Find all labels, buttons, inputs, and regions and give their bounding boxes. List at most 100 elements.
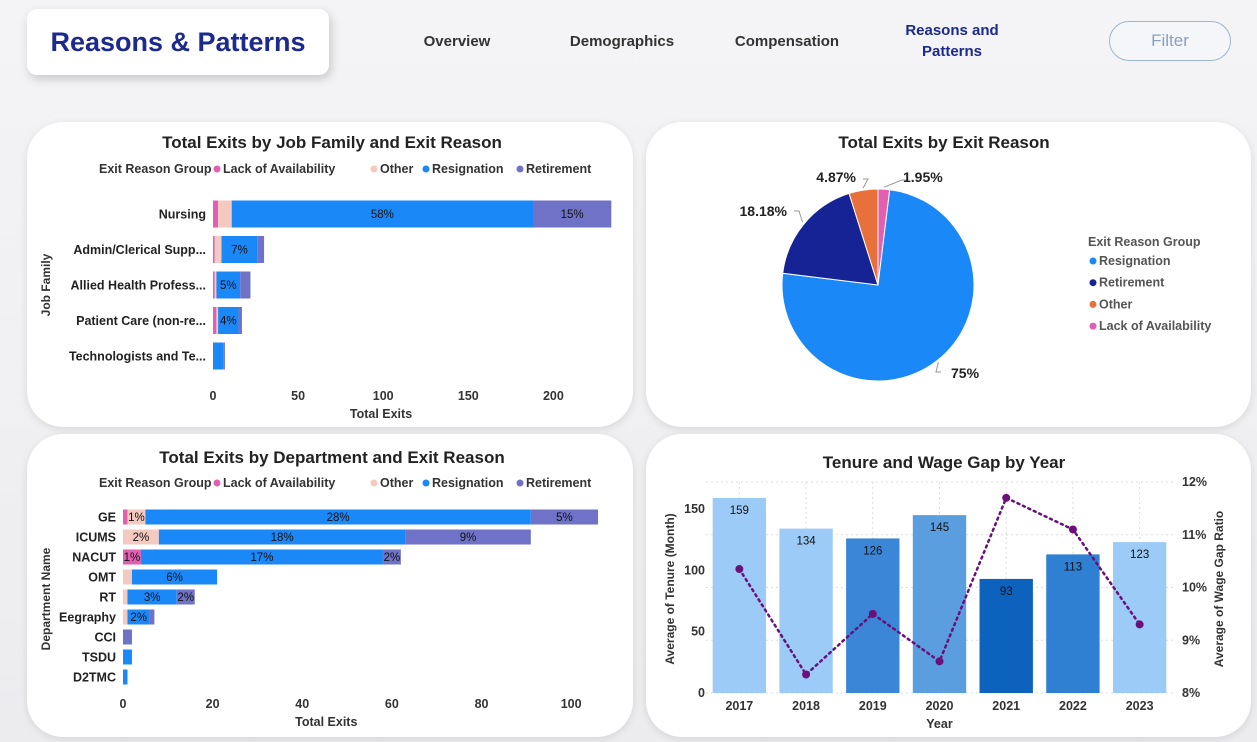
legend-item-2: Resignation (432, 476, 504, 490)
bar-segment (530, 509, 599, 525)
tenure-bar (979, 578, 1033, 693)
bar-data-label: 126 (863, 545, 882, 557)
x-axis-title: Total Exits (295, 715, 357, 729)
pie-data-label: 4.87% (816, 169, 856, 185)
legend-marker-2 (422, 165, 430, 173)
wage-gap-point (735, 565, 744, 574)
x-axis-title: Year (926, 717, 953, 731)
tenure-bar (1112, 542, 1167, 693)
x-tick-label: 0 (210, 389, 217, 403)
bar-segment (223, 342, 225, 370)
nav-reasons-line2: Patterns (921, 43, 983, 60)
legend-item-0: Lack of Availability (223, 162, 335, 176)
filter-button[interactable]: Filter (1109, 21, 1231, 61)
legend-marker-1 (1089, 279, 1097, 287)
legend-marker-2 (422, 479, 430, 487)
category-label: ICUMS (76, 531, 116, 545)
bar-segment (176, 589, 195, 605)
bar-segment (213, 342, 224, 370)
chart-tenure-wage: Tenure and Wage Gap by Year 0 50 100 150 Aver… (663, 453, 1226, 731)
category-label: Technologists and Te... (69, 350, 206, 364)
pie-leader-line (862, 178, 869, 189)
nav-reasons-and-patterns[interactable]: Reasons and Patterns (887, 20, 1017, 62)
data-label: 2% (130, 612, 147, 624)
y2-tick-label: 9% (1182, 633, 1200, 647)
bar-segment (149, 609, 155, 625)
bar-segment (127, 589, 177, 605)
bar-segment (214, 236, 222, 263)
bar-segment (123, 569, 132, 585)
nav-demographics[interactable]: Demographics (569, 33, 675, 50)
wage-gap-point (935, 657, 944, 666)
legend-marker-1 (370, 479, 378, 487)
legend-item-0: Resignation (1099, 254, 1171, 268)
data-label: 6% (166, 572, 183, 584)
bar-segment (533, 200, 612, 228)
legend-marker-1 (370, 165, 378, 173)
data-label: 5% (220, 280, 237, 292)
category-label: OMT (88, 571, 116, 585)
page-title: Reasons & Patterns (50, 26, 306, 57)
y2-tick-label: 12% (1182, 475, 1207, 489)
data-label: 4% (220, 316, 237, 328)
bar-segment (123, 629, 132, 645)
panel-tenure-wage: Tenure and Wage Gap by Year 0 50 100 150 Aver… (646, 434, 1251, 737)
bar-data-label: 123 (1130, 549, 1149, 561)
wage-gap-point (1068, 525, 1077, 534)
data-label: 17% (250, 552, 273, 564)
x-tick-label: 2023 (1126, 699, 1154, 713)
chart-title: Total Exits by Department and Exit Reaso… (159, 448, 504, 467)
y-axis-title: Department Name (39, 547, 53, 650)
bar-segment (216, 307, 219, 334)
bar-segment (238, 307, 242, 334)
x-tick-label: 2017 (725, 699, 753, 713)
pie-leader-line (935, 362, 941, 373)
data-label: 18% (271, 532, 294, 544)
bar-data-label: 159 (730, 505, 749, 517)
chart-department: Total Exits by Department and Exit Reaso… (39, 448, 599, 729)
x-tick-label: 50 (291, 389, 305, 403)
category-label: Eegraphy (59, 611, 116, 625)
bar-segment (240, 271, 251, 299)
data-label: 1% (128, 512, 145, 524)
pie-slice (782, 192, 879, 286)
category-label: GE (98, 511, 116, 525)
nav-compensation[interactable]: Compensation (734, 33, 840, 50)
chart-title: Tenure and Wage Gap by Year (823, 453, 1066, 472)
x-tick-label: 100 (373, 389, 394, 403)
tenure-bar (712, 497, 767, 693)
wage-gap-point (802, 670, 811, 679)
data-label: 28% (327, 512, 350, 524)
chart-title: Total Exits by Job Family and Exit Reaso… (162, 133, 502, 152)
pie-leader-line (794, 210, 804, 223)
bar-segment (213, 236, 215, 263)
panel-department: Total Exits by Department and Exit Reaso… (27, 434, 633, 737)
legend-marker-0 (213, 479, 221, 487)
legend-marker-2 (1089, 300, 1097, 308)
legend-marker-0 (1089, 257, 1097, 265)
data-label: 1% (124, 552, 141, 564)
category-label: CCI (94, 631, 116, 645)
pie-leader-line (883, 179, 907, 188)
category-label: RT (99, 591, 116, 605)
tenure-bar (912, 515, 967, 693)
data-label: 2% (133, 532, 150, 544)
legend-item-1: Retirement (1099, 276, 1165, 290)
page-title-card: Reasons & Patterns (27, 9, 329, 75)
wage-gap-point (1002, 493, 1011, 502)
nav-overview[interactable]: Overview (423, 33, 491, 50)
category-label: Nursing (159, 208, 206, 222)
bar-segment (131, 569, 218, 585)
bar-segment (218, 200, 232, 228)
bar-segment (218, 307, 239, 334)
category-label: TSDU (82, 651, 116, 665)
legend-marker-3 (1089, 322, 1097, 330)
legend-title: Exit Reason Group (99, 162, 212, 176)
legend-item-2: Other (1099, 297, 1132, 311)
legend-item-1: Other (380, 476, 413, 490)
bar-segment (123, 589, 128, 605)
data-label: 58% (371, 209, 394, 221)
bar-segment (123, 649, 132, 665)
data-label: 2% (384, 552, 401, 564)
x-tick-label: 2021 (992, 699, 1020, 713)
